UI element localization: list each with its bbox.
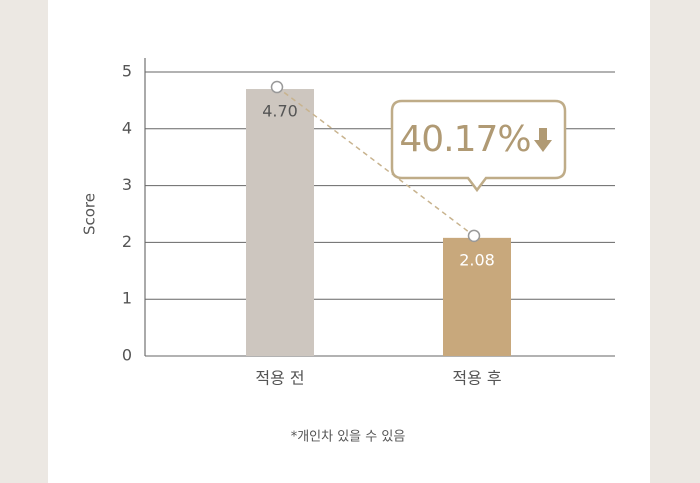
y-tick-label: 4 <box>122 118 132 137</box>
y-axis-label: Score <box>81 193 99 235</box>
value-label: 4.70 <box>262 102 298 121</box>
y-tick-label: 1 <box>122 289 132 308</box>
panel <box>48 0 650 483</box>
point <box>270 80 284 94</box>
bar <box>443 237 511 356</box>
y-tick-label: 3 <box>122 175 132 194</box>
y-tick-label: 0 <box>122 346 132 365</box>
callout <box>390 99 567 193</box>
x-tick-label: 적용 전 <box>255 369 304 388</box>
y-tick-label: 5 <box>122 62 132 81</box>
note: *개인차 있을 수 있음 <box>291 430 406 445</box>
bar <box>246 89 314 356</box>
down-arrow <box>534 128 552 152</box>
point <box>467 229 481 243</box>
annotation: 40.17% <box>399 119 530 160</box>
x-tick-label: 적용 후 <box>452 369 501 388</box>
y-tick-label: 2 <box>122 232 132 251</box>
value-label: 2.08 <box>459 250 495 269</box>
